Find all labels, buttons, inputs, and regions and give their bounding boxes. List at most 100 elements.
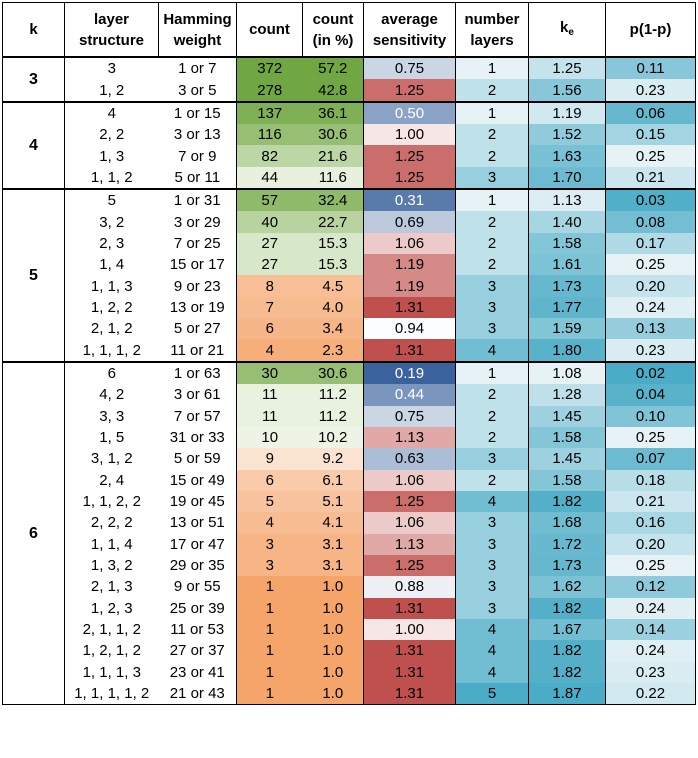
ke-cell: 1.82 bbox=[528, 640, 606, 662]
table-row: 3, 1, 2 5 or 59 9 9.2 0.63 3 1.45 0.07 bbox=[3, 448, 696, 470]
layer-structure-cell: 5 bbox=[64, 188, 159, 212]
hamming-weight-cell: 5 or 59 bbox=[173, 450, 221, 468]
hamming-weight-cell: 5 or 27 bbox=[173, 320, 221, 338]
count-cell: 1 bbox=[236, 618, 303, 641]
count-cell: 27 bbox=[236, 254, 303, 276]
table-row: 1, 2 3 or 5 278 42.8 1.25 2 1.56 0.23 bbox=[3, 79, 696, 102]
p-one-minus-p-cell: 0.25 bbox=[605, 145, 696, 167]
table-row: 1, 2, 3 25 or 39 1 1.0 1.31 3 1.82 0.24 bbox=[3, 597, 696, 619]
count-percent-cell: 1.0 bbox=[302, 618, 364, 641]
hamming-weight-cell: 7 or 9 bbox=[178, 147, 217, 165]
count-cell: 10 bbox=[236, 426, 303, 449]
p-one-minus-p-cell: 0.12 bbox=[605, 576, 696, 598]
hamming-weight-cell: 1 or 15 bbox=[158, 100, 237, 125]
layer-structure-cell: 3, 2 bbox=[64, 211, 159, 233]
average-sensitivity-cell: 1.25 bbox=[363, 166, 456, 190]
count-cell: 30 bbox=[236, 360, 303, 385]
count-percent-cell: 32.4 bbox=[302, 188, 364, 212]
number-layers-cell: 3 bbox=[455, 318, 529, 340]
number-layers-cell: 2 bbox=[455, 384, 529, 406]
ke-cell: 1.67 bbox=[528, 618, 606, 641]
count-cell: 1 bbox=[236, 576, 303, 598]
p-one-minus-p-cell: 0.24 bbox=[605, 296, 696, 319]
number-layers-cell: 4 bbox=[455, 490, 529, 513]
count-percent-cell: 1.0 bbox=[302, 640, 364, 662]
p-one-minus-p-cell: 0.23 bbox=[605, 339, 696, 362]
count-cell: 40 bbox=[236, 211, 303, 233]
count-percent-cell: 4.1 bbox=[302, 512, 364, 534]
ke-cell: 1.28 bbox=[528, 384, 606, 406]
number-layers-cell: 2 bbox=[455, 254, 529, 276]
count-cell: 1 bbox=[236, 682, 303, 706]
number-layers-cell: 2 bbox=[455, 145, 529, 167]
ke-cell: 1.80 bbox=[528, 339, 606, 362]
count-cell: 1 bbox=[236, 640, 303, 662]
count-cell: 44 bbox=[236, 166, 303, 190]
layer-structure-cell: 2, 4 bbox=[64, 469, 159, 491]
number-layers-cell: 1 bbox=[455, 360, 529, 385]
table-row: 2, 4 15 or 49 6 6.1 1.06 2 1.58 0.18 bbox=[3, 469, 696, 491]
average-sensitivity-cell: 0.88 bbox=[363, 576, 456, 598]
p-one-minus-p-cell: 0.04 bbox=[605, 384, 696, 406]
number-layers-cell: 3 bbox=[455, 554, 529, 577]
average-sensitivity-cell: 0.63 bbox=[363, 448, 456, 470]
layer-structure-cell: 1, 5 bbox=[64, 426, 159, 449]
table-row: 3, 2 3 or 29 40 22.7 0.69 2 1.40 0.08 bbox=[3, 211, 696, 233]
count-cell: 372 bbox=[236, 57, 303, 80]
ke-cell: 1.40 bbox=[528, 211, 606, 233]
table-row: 1, 2, 1, 2 27 or 37 1 1.0 1.31 4 1.82 0.24 bbox=[3, 640, 696, 662]
table-row: 1, 1, 3 9 or 23 8 4.5 1.19 3 1.73 0.20 bbox=[3, 275, 696, 297]
ke-cell: 1.82 bbox=[528, 661, 606, 683]
ke-cell: 1.87 bbox=[528, 682, 606, 706]
hamming-weight-cell: 11 or 21 bbox=[170, 341, 225, 359]
header-k: k bbox=[2, 2, 65, 58]
table-row: 1, 3, 2 29 or 35 3 3.1 1.25 3 1.73 0.25 bbox=[3, 554, 696, 577]
header-p-one-minus-p: p(1-p) bbox=[605, 2, 696, 58]
count-percent-cell: 1.0 bbox=[302, 661, 364, 683]
ke-cell: 1.58 bbox=[528, 426, 606, 449]
average-sensitivity-cell: 1.25 bbox=[363, 554, 456, 577]
average-sensitivity-cell: 1.19 bbox=[363, 254, 456, 276]
number-layers-cell: 4 bbox=[455, 339, 529, 362]
count-cell: 5 bbox=[236, 490, 303, 513]
layer-structure-cell: 3 bbox=[64, 57, 159, 80]
count-percent-cell: 11.2 bbox=[302, 384, 364, 406]
count-cell: 8 bbox=[236, 275, 303, 297]
count-cell: 278 bbox=[236, 79, 303, 102]
layer-structure-cell: 3, 1, 2 bbox=[64, 448, 159, 470]
average-sensitivity-cell: 0.31 bbox=[363, 188, 456, 212]
hamming-weight-cell: 13 or 51 bbox=[169, 514, 225, 532]
average-sensitivity-cell: 0.94 bbox=[363, 318, 456, 340]
count-percent-cell: 42.8 bbox=[302, 79, 364, 102]
count-percent-cell: 15.3 bbox=[302, 232, 364, 255]
hamming-weight-cell: 5 or 11 bbox=[174, 168, 221, 186]
count-cell: 11 bbox=[236, 384, 303, 406]
ke-cell: 1.72 bbox=[528, 533, 606, 555]
k-value-cell: 5 bbox=[2, 188, 65, 362]
average-sensitivity-cell: 1.31 bbox=[363, 640, 456, 662]
ke-cell: 1.58 bbox=[528, 232, 606, 255]
hamming-weight-cell: 11 or 53 bbox=[170, 621, 225, 639]
ke-cell: 1.13 bbox=[528, 188, 606, 212]
layer-structure-cell: 1, 1, 4 bbox=[64, 533, 159, 555]
hamming-weight-cell: 3 or 29 bbox=[173, 213, 221, 231]
layer-structure-cell: 2, 1, 3 bbox=[64, 576, 159, 598]
hamming-weight-cell: 1 or 63 bbox=[158, 360, 237, 385]
count-percent-cell: 3.1 bbox=[302, 554, 364, 577]
average-sensitivity-cell: 1.06 bbox=[363, 512, 456, 534]
number-layers-cell: 2 bbox=[455, 79, 529, 102]
number-layers-cell: 4 bbox=[455, 618, 529, 641]
number-layers-cell: 1 bbox=[455, 100, 529, 125]
layer-structure-cell: 1, 2 bbox=[64, 79, 159, 102]
average-sensitivity-cell: 0.50 bbox=[363, 100, 456, 125]
p-one-minus-p-cell: 0.20 bbox=[605, 533, 696, 555]
number-layers-cell: 3 bbox=[455, 166, 529, 190]
number-layers-cell: 3 bbox=[455, 533, 529, 555]
count-cell: 27 bbox=[236, 232, 303, 255]
ke-cell: 1.82 bbox=[528, 490, 606, 513]
number-layers-cell: 1 bbox=[455, 188, 529, 212]
table-row: 2, 2, 2 13 or 51 4 4.1 1.06 3 1.68 0.16 bbox=[3, 512, 696, 534]
table-row: 1, 1, 1, 1, 2 21 or 43 1 1.0 1.31 5 1.87 0.22 bbox=[3, 682, 696, 706]
